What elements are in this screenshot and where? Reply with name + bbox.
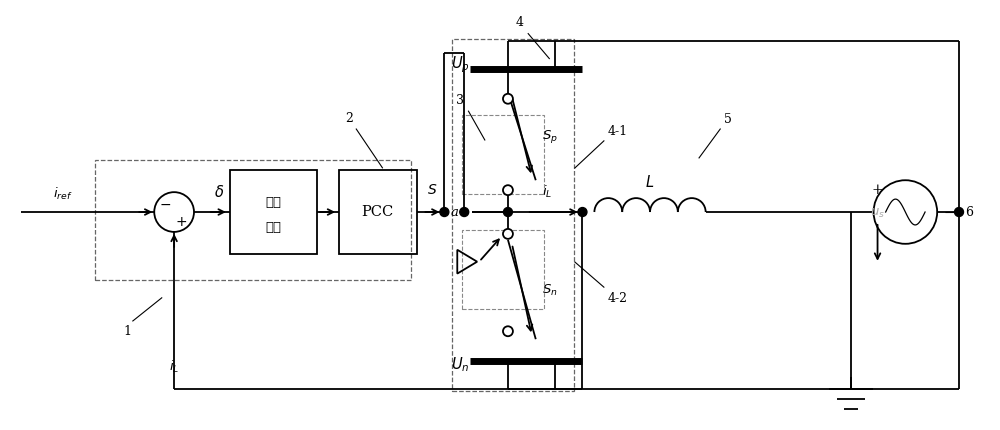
Text: $U_p$: $U_p$ <box>451 55 470 75</box>
Bar <box>462 230 544 310</box>
Bar <box>95 160 411 280</box>
Text: 3: 3 <box>456 94 464 107</box>
Text: $u_s$: $u_s$ <box>870 206 885 220</box>
Text: $-$: $-$ <box>159 197 171 211</box>
Text: $S_p$: $S_p$ <box>542 128 558 145</box>
Circle shape <box>955 208 963 216</box>
Text: 2: 2 <box>345 112 353 125</box>
Circle shape <box>503 229 513 239</box>
Text: 4-2: 4-2 <box>607 292 627 304</box>
Text: 网络: 网络 <box>265 221 281 234</box>
Circle shape <box>503 94 513 104</box>
Circle shape <box>503 208 512 216</box>
Circle shape <box>460 208 469 216</box>
Circle shape <box>578 208 587 216</box>
Text: PCC: PCC <box>362 205 394 219</box>
Text: 补偿: 补偿 <box>265 196 281 209</box>
Text: $U_n$: $U_n$ <box>451 356 470 375</box>
Text: $+$: $+$ <box>175 215 187 229</box>
Text: 1: 1 <box>123 325 131 338</box>
Bar <box>452 39 574 391</box>
Text: a: a <box>450 206 458 218</box>
Text: 5: 5 <box>724 113 731 126</box>
Bar <box>462 115 544 194</box>
Text: $S_n$: $S_n$ <box>542 283 557 298</box>
Text: $i_L$: $i_L$ <box>542 184 552 200</box>
Circle shape <box>503 185 513 195</box>
Text: $S$: $S$ <box>427 183 438 197</box>
Circle shape <box>440 208 449 216</box>
Circle shape <box>503 326 513 336</box>
Text: 6: 6 <box>965 206 973 218</box>
Text: $i_L$: $i_L$ <box>169 359 179 375</box>
Text: 4-1: 4-1 <box>607 126 627 138</box>
Text: $L$: $L$ <box>645 174 655 190</box>
Text: $i_{ref}$: $i_{ref}$ <box>53 186 73 202</box>
Text: +: + <box>872 183 883 197</box>
Text: 4: 4 <box>516 16 524 29</box>
Text: $\delta$: $\delta$ <box>214 184 224 200</box>
